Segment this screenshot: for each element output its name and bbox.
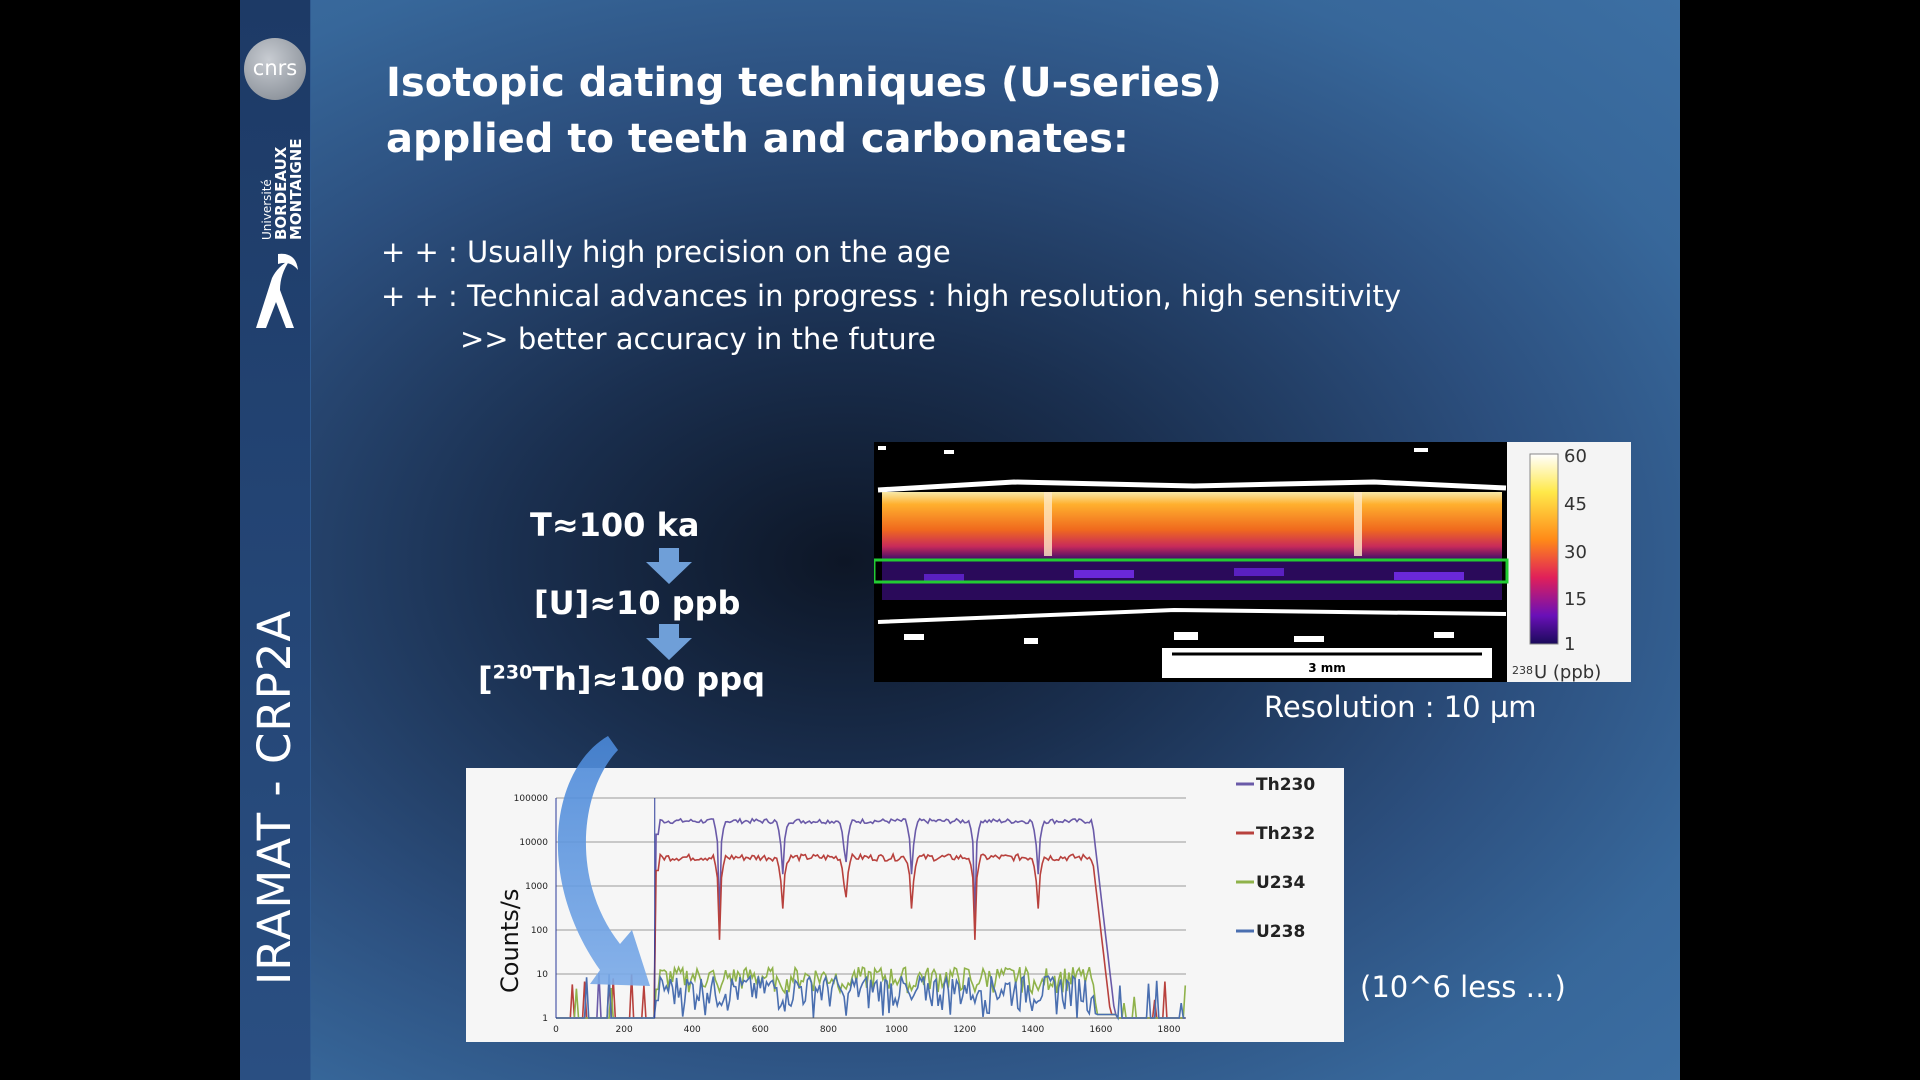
x-tick-label: 0 <box>553 1025 559 1035</box>
bullet-1: + + : Usually high precision on the age <box>381 235 951 269</box>
scale-label: U (ppb) <box>1534 662 1601 682</box>
series-line-th230 <box>556 817 1186 1019</box>
cnrs-logo: cnrs <box>244 38 306 100</box>
chart-ticks: 100000 10000 1000 100 10 10 200 400 600 800 1000 12… <box>514 794 1181 1035</box>
university-logo-text: Université BORDEAUX MONTAIGNE <box>260 138 305 240</box>
y-tick-label: 100000 <box>514 794 549 804</box>
bullet-2: + + : Technical advances in progress : h… <box>381 279 1402 313</box>
institute-label: IRAMAT - CRP2A <box>248 609 301 985</box>
scale-tick: 15 <box>1564 589 1587 610</box>
y-tick-label: 1 <box>542 1014 548 1024</box>
x-tick-label: 200 <box>616 1025 633 1035</box>
flow-thorium-open: [ <box>478 660 493 698</box>
legend-label: U234 <box>1256 873 1305 893</box>
uranium-map-svg: 3 mm 60 45 30 15 1 238 U (ppb) <box>872 442 1601 683</box>
series-line-th232 <box>556 851 1186 1019</box>
legend-label: U238 <box>1256 922 1305 942</box>
scale-tick: 45 <box>1564 494 1587 515</box>
flow-thorium-sup: 230 <box>492 661 533 684</box>
slide: cnrs Université BORDEAUX MONTAIGNE IRAMA… <box>240 0 1680 1080</box>
x-tick-label: 1000 <box>885 1025 908 1035</box>
scalebar-label: 3 mm <box>1308 661 1346 675</box>
x-tick-label: 1400 <box>1021 1025 1044 1035</box>
legend-label: Th232 <box>1256 824 1315 844</box>
scale-tick: 30 <box>1564 542 1587 563</box>
x-tick-label: 1800 <box>1158 1025 1181 1035</box>
x-tick-label: 600 <box>752 1025 769 1035</box>
y-tick-label: 10 <box>537 970 549 980</box>
difference-caption: (10^6 less …) <box>1360 970 1566 1004</box>
x-tick-label: 800 <box>820 1025 837 1035</box>
x-tick-label: 1200 <box>953 1025 976 1035</box>
sidebar: cnrs Université BORDEAUX MONTAIGNE IRAMA… <box>240 0 311 1080</box>
x-tick-label: 400 <box>684 1025 701 1035</box>
y-tick-label: 100 <box>531 926 548 936</box>
y-tick-label: 10000 <box>519 838 548 848</box>
flow-thorium-rest: Th]≈100 ppq <box>532 660 765 698</box>
slide-title: Isotopic dating techniques (U-series) ap… <box>386 60 1222 162</box>
y-tick-label: 1000 <box>525 882 548 892</box>
scale-tick: 60 <box>1564 446 1587 467</box>
scale-tick: 1 <box>1564 634 1575 655</box>
curved-arrow-icon <box>557 736 650 986</box>
scale-label-sup: 238 <box>1512 664 1533 677</box>
series-line-u234 <box>556 965 1187 1019</box>
university-name-line2: MONTAIGNE <box>287 138 305 240</box>
flow-uranium: [U]≈10 ppb <box>534 584 741 622</box>
counts-chart: 100000 10000 1000 100 10 1 0 200 400 600 800 1000 12… <box>466 768 1344 1042</box>
uranium-map-image: 3 mm 60 45 30 15 1 238 U (ppb) <box>872 442 1631 683</box>
down-arrow-icon <box>646 624 692 660</box>
chart-legend: Th230 Th232 U234 U238 <box>1236 775 1315 942</box>
flow-thorium: [230Th]≈100 ppq <box>478 660 765 698</box>
x-tick-label: 1600 <box>1089 1025 1112 1035</box>
chart-series <box>555 798 1187 1021</box>
bullet-3: >> better accuracy in the future <box>460 322 936 356</box>
down-arrow-icon <box>646 548 692 584</box>
flow-age: T≈100 ka <box>530 506 700 544</box>
university-emblem-icon <box>256 253 298 328</box>
y-axis-label: Counts/s <box>496 889 524 993</box>
legend-label: Th230 <box>1256 775 1315 795</box>
resolution-caption: Resolution : 10 µm <box>1264 690 1537 724</box>
chart-grid <box>556 797 1186 1019</box>
counts-chart-svg: 100000 10000 1000 100 10 10 200 400 600 800 1000 12… <box>496 775 1315 1035</box>
series-line-u238 <box>556 974 1186 1021</box>
